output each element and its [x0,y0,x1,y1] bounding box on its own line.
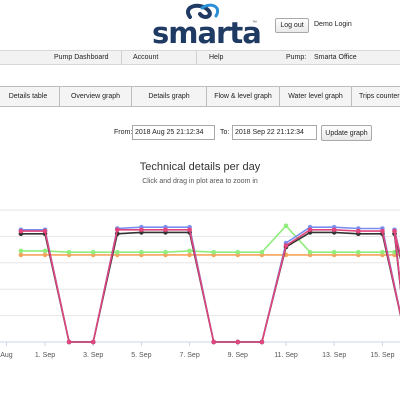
series-line [20,229,400,343]
x-tick-label: 3. Sep [83,352,103,359]
data-point [18,248,24,254]
header: smarta ™ Log out Demo Login [0,0,400,50]
x-tick-label: 15. Sep [370,352,394,359]
update-graph-button[interactable]: Update graph [321,125,372,141]
nav-item-account[interactable]: Account [133,54,159,61]
x-tick-label: 9. Sep [228,352,248,359]
data-point [187,252,192,258]
data-point [356,228,361,234]
data-point [283,223,289,229]
to-date-input[interactable] [232,125,317,140]
pump-selector[interactable]: Smarta Office [314,54,357,61]
data-point [66,249,72,255]
data-point [90,339,96,345]
data-point [90,249,96,255]
nav-item-help[interactable]: Help [209,54,224,61]
tab-flow-level-graph[interactable]: Flow & level graph [206,86,280,107]
data-point [331,249,337,255]
data-point [211,249,216,255]
data-point [18,228,24,234]
data-point [139,249,144,255]
data-point [235,249,241,255]
tab-trips-counter[interactable]: Trips counter [351,86,400,107]
x-tick-label: 5. Sep [131,352,151,359]
data-point [42,228,48,234]
data-point [42,252,48,258]
data-point [42,248,48,254]
data-point [380,228,385,234]
logout-button[interactable]: Log out [275,18,309,33]
data-point [18,252,24,258]
nav-item-pump-dashboard[interactable]: Pump Dashboard [54,54,109,61]
data-point [139,227,144,233]
data-point [163,227,168,233]
x-tick-label: 13. Sep [322,352,346,359]
data-point [115,227,120,233]
data-point [235,339,241,345]
x-tick-label: Aug [0,352,13,359]
x-tick-label: 11. Sep [274,352,298,359]
data-point [392,228,397,234]
chart-title: Technical details per day [139,161,261,173]
from-date-input[interactable] [132,125,215,140]
user-name: Demo Login [314,21,352,28]
x-tick-label: 1. Sep [35,352,55,359]
data-point [259,249,265,255]
nav-divider [196,51,197,64]
data-point [187,227,192,233]
nav-divider [121,51,122,64]
series-line [20,224,400,253]
data-point [259,339,265,345]
smarta-logo: smarta ™ [152,2,262,50]
chart-subtitle: Click and drag in plot area to zoom in [142,178,258,185]
top-nav: Pump Dashboard Account Help Pump: Smarta… [0,50,400,65]
logo-trademark: ™ [252,20,257,26]
data-point [380,249,385,255]
pump-label: Pump: [286,54,307,61]
data-point [356,249,361,255]
data-point [115,249,120,255]
logo-text: smarta [152,16,262,50]
x-tick-label: 7. Sep [179,352,199,359]
data-point [307,227,313,233]
from-label: From: [114,129,133,136]
data-point [211,339,216,345]
data-point [187,248,192,254]
logo-swirl-icon [186,3,219,19]
tab-details-graph[interactable]: Details graph [131,86,207,107]
data-point [283,243,289,248]
to-label: To: [220,129,230,136]
data-point [66,339,72,345]
data-point [163,249,168,255]
data-point [331,227,337,233]
data-point [307,249,313,255]
view-tabs: Details table Overview graph Details gra… [0,86,400,107]
